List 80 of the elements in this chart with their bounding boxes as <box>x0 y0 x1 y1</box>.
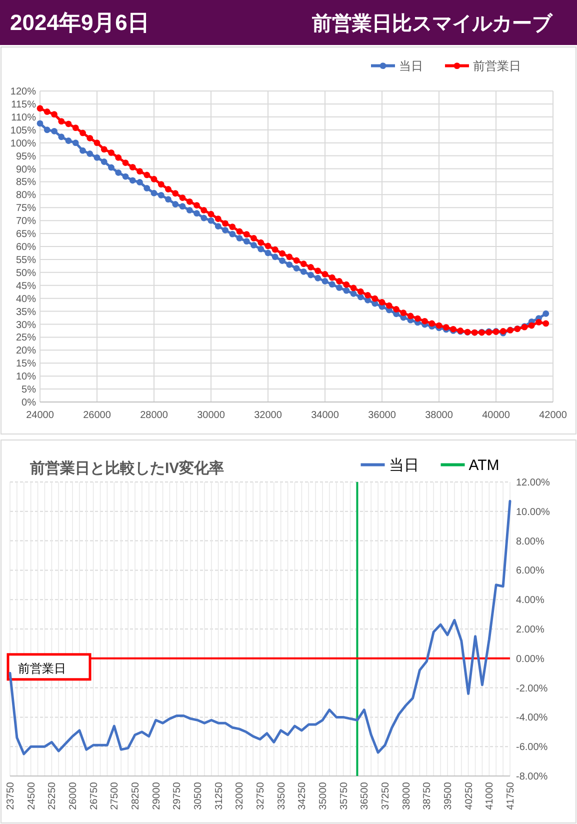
x-tick-label: 38000 <box>425 410 454 421</box>
x-tick-label: 34000 <box>311 410 340 421</box>
legend-label: 前営業日 <box>473 59 521 73</box>
x-tick-label: 33500 <box>276 782 288 810</box>
x-tick-label: 26750 <box>88 782 100 810</box>
x-tick-label: 25250 <box>47 782 58 810</box>
y-tick-label: 25% <box>16 332 36 344</box>
y2-tick-label: 12.00% <box>516 478 550 488</box>
y-tick-label: 20% <box>16 346 36 357</box>
y-tick-label: 80% <box>16 190 36 202</box>
y-tick-label: 100% <box>10 138 36 150</box>
legend-label: ATM <box>468 457 500 474</box>
x-tick-label: 38750 <box>422 782 434 810</box>
x-tick-label: 26000 <box>83 410 112 421</box>
x-tick-label: 41000 <box>484 782 496 810</box>
y2-tick-label: -2.00% <box>516 683 548 694</box>
y-tick-label: 110% <box>11 112 36 124</box>
x-tick-label: 28000 <box>140 410 168 421</box>
x-tick-label: 37250 <box>380 782 392 810</box>
x-tick-label: 32750 <box>256 782 266 810</box>
y2-tick-label: 10.00% <box>516 506 550 518</box>
y-tick-label: 60% <box>16 242 36 253</box>
y2-tick-label: 2.00% <box>516 624 544 636</box>
y-tick-label: 5% <box>22 384 36 396</box>
x-tick-label: 35750 <box>338 782 350 810</box>
x-tick-label: 23750 <box>6 782 16 810</box>
y-tick-label: 90% <box>16 164 36 176</box>
x-tick-label: 36500 <box>360 782 371 810</box>
y-tick-label: 50% <box>16 268 36 279</box>
x-tick-label: 32000 <box>234 782 246 810</box>
x-tick-label: 31250 <box>214 782 225 810</box>
legend-label: 当日 <box>399 59 423 73</box>
y-tick-label: 85% <box>16 177 36 188</box>
chart-subtitle: 前営業日比スマイルカーブ <box>311 12 553 35</box>
y-tick-label: 10% <box>16 372 36 383</box>
x-tick-label: 29750 <box>172 782 184 810</box>
x-tick-label: 30000 <box>197 410 226 421</box>
x-tick-label: 32000 <box>254 410 282 421</box>
y-tick-label: 15% <box>16 358 36 370</box>
y-tick-label: 95% <box>16 151 36 162</box>
x-tick-label: 42000 <box>539 410 568 421</box>
y-tick-label: 105% <box>10 125 36 136</box>
chart-title: 前営業日と比較したIV変化率 <box>29 459 224 477</box>
y-tick-label: 45% <box>16 280 36 292</box>
x-tick-label: 35000 <box>318 782 329 810</box>
x-tick-label: 36000 <box>368 410 396 421</box>
y2-tick-label: 4.00% <box>516 595 544 606</box>
y2-tick-label: 6.00% <box>516 566 544 577</box>
y-tick-label: 115% <box>11 99 36 110</box>
x-tick-label: 40000 <box>482 410 510 421</box>
x-tick-label: 24000 <box>26 410 54 421</box>
x-tick-label: 30500 <box>193 782 204 810</box>
y2-tick-label: 0.00% <box>516 654 544 665</box>
y-tick-label: 55% <box>16 254 36 266</box>
ref-line-label: 前営業日 <box>18 661 66 676</box>
y2-tick-label: 8.00% <box>516 536 544 548</box>
x-tick-label: 40250 <box>464 782 475 810</box>
x-tick-label: 39500 <box>443 782 454 810</box>
y-tick-label: 35% <box>16 306 36 318</box>
x-tick-label: 34250 <box>297 782 308 810</box>
line-series <box>8 500 512 756</box>
y2-tick-label: -8.00% <box>516 772 548 782</box>
x-tick-label: 24500 <box>26 782 38 810</box>
x-tick-label: 26000 <box>68 782 79 810</box>
x-tick-label: 28250 <box>130 782 142 810</box>
legend-label: 当日 <box>388 457 419 474</box>
x-tick-label: 27500 <box>110 782 121 810</box>
y-tick-label: 75% <box>16 203 36 214</box>
y2-tick-label: -4.00% <box>516 712 548 724</box>
y-tick-label: 40% <box>16 294 36 305</box>
y-tick-label: 120% <box>10 86 36 98</box>
x-tick-label: 29000 <box>151 782 162 810</box>
chart-title: 2024年9月6日 <box>10 10 150 35</box>
y-tick-label: 65% <box>16 229 36 240</box>
y-tick-label: 30% <box>16 320 36 331</box>
y-tick-label: 70% <box>16 216 36 228</box>
x-tick-label: 41750 <box>506 782 516 810</box>
y2-tick-label: -6.00% <box>516 742 548 754</box>
y-tick-label: 0% <box>22 398 36 408</box>
x-tick-label: 38000 <box>401 782 412 810</box>
